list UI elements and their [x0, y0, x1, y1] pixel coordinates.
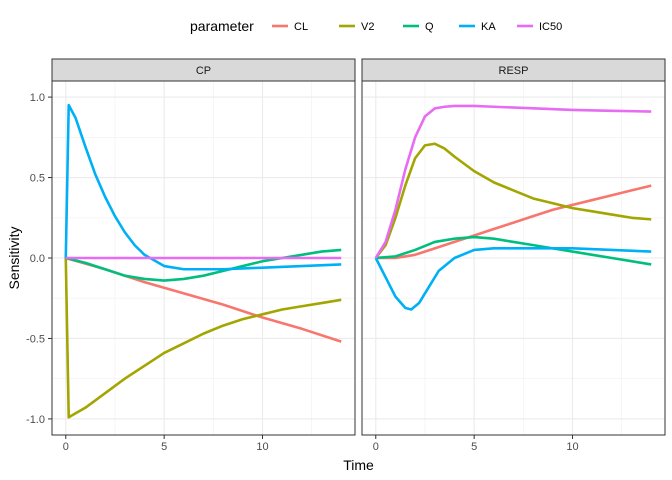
panel-resp: RESP 0 5 10	[361, 58, 666, 453]
legend-title: parameter	[190, 18, 254, 34]
series-lines	[64, 103, 342, 419]
x-tick-label: 5	[471, 441, 477, 453]
series-line-cl	[375, 184, 652, 260]
legend-label: V2	[361, 21, 374, 33]
legend-entry-q: Q	[403, 21, 434, 33]
legend: parameter CL V2 Q KA IC50	[190, 18, 562, 34]
panel-cp: CP 0 5 10 -1.0 -0.5 0.0 0.5 1.0	[26, 58, 356, 453]
legend-entry-v2: V2	[339, 21, 374, 33]
series-line-v2	[64, 257, 342, 419]
x-axis: 0 5 10	[373, 435, 579, 453]
x-tick-label: 5	[161, 441, 167, 453]
y-tick-label: -0.5	[26, 333, 45, 345]
legend-entry-ic50: IC50	[517, 21, 562, 33]
x-axis: 0 5 10	[63, 435, 269, 453]
panel-border	[361, 80, 666, 436]
y-axis-title: Sensitivity	[6, 226, 22, 289]
legend-entry-ka: KA	[459, 21, 496, 33]
x-tick-label: 10	[566, 441, 578, 453]
series-line-q	[375, 235, 652, 266]
legend-entry-cl: CL	[272, 21, 308, 33]
series-lines	[374, 104, 652, 311]
gridlines	[362, 81, 665, 435]
legend-label: IC50	[539, 21, 562, 33]
series-line-ka	[64, 103, 342, 271]
y-tick-label: 0.0	[30, 253, 45, 265]
series-line-v2	[374, 142, 652, 259]
series-line-q	[65, 248, 342, 282]
panels: CP 0 5 10 -1.0 -0.5 0.0 0.5 1.0 RESP 0 5 10	[26, 58, 666, 453]
x-tick-label: 10	[256, 441, 268, 453]
legend-label: Q	[425, 21, 434, 33]
legend-label: CL	[294, 21, 308, 33]
series-line-ic50	[374, 104, 652, 259]
y-tick-label: -1.0	[26, 414, 45, 426]
x-tick-label: 0	[373, 441, 379, 453]
x-axis-title: Time	[343, 457, 374, 473]
strip-label: RESP	[499, 65, 529, 77]
x-tick-label: 0	[63, 441, 69, 453]
legend-label: KA	[481, 21, 496, 33]
y-axis: -1.0 -0.5 0.0 0.5 1.0	[26, 92, 52, 426]
strip-label: CP	[196, 65, 211, 77]
y-tick-label: 0.5	[30, 173, 45, 185]
y-tick-label: 1.0	[30, 92, 45, 104]
series-line-ka	[374, 247, 652, 311]
